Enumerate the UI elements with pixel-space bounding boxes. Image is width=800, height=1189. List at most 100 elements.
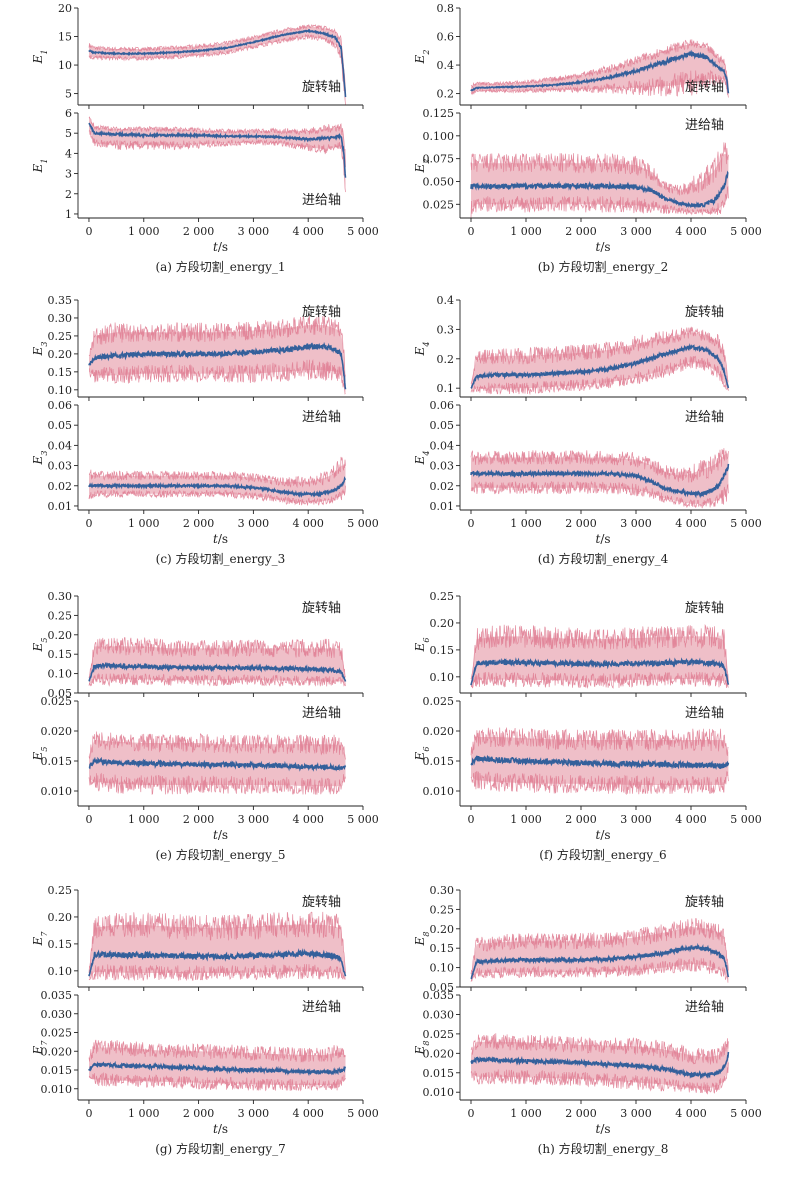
chart-caption: (e) 方段切割_energy_5 [155,847,285,862]
chart-b: 0.2 0.4 0.6 0.8 E2 旋转轴 0.025 0.050 0.075 0.100 0.1… [413,2,762,274]
mean-line-c-1 [88,476,347,498]
y-tick-label: 0.10 [48,384,73,397]
x-tick-label: 0 [468,517,475,530]
y-axis-label: E3 [31,342,49,357]
chart-d: 0.1 0.2 0.3 0.4 E4 旋转轴 0.01 0.02 0.03 0.04 0.05 0.0… [413,294,762,566]
range-band-h-1 [471,1041,729,1089]
y-axis-label: E8 [413,1041,431,1056]
y-axis-label: E2 [413,50,431,65]
y-axis-label: E4 [413,451,431,466]
y-tick-label: 0.10 [430,962,455,975]
x-tick-label: 4 000 [675,225,707,238]
mean-line-e-1 [88,756,347,772]
y-tick-label: 20 [58,2,72,15]
x-tick-label: 0 [85,225,92,238]
envelope-upper-c-0 [88,315,346,378]
y-tick-label: 0.05 [430,419,455,432]
y-tick-label: 2 [65,188,72,201]
y-tick-label: 0.15 [430,942,455,955]
y-tick-label: 3 [65,168,72,181]
range-band-b-0 [471,43,729,98]
mean-line-c-0 [88,341,347,390]
envelope-lower-d-1 [470,481,729,509]
x-axis-label: t/s [213,240,228,254]
x-tick-label: 5 000 [730,517,762,530]
envelope-lower-f-0 [470,671,729,689]
panel-annotation-rotary: 旋转轴 [685,601,724,616]
y-tick-label: 0.15 [430,644,455,657]
y-tick-label: 0.05 [48,419,73,432]
x-tick-label: 5 000 [347,1107,379,1120]
y-tick-label: 0.030 [423,1008,455,1021]
mean-line-e-0 [88,661,347,682]
envelope-upper-a-1 [88,116,346,168]
y-tick-label: 0.035 [423,989,455,1002]
envelope-upper-b-1 [470,142,729,196]
panel-annotation-feed: 进给轴 [302,193,341,208]
x-tick-label: 3 000 [620,813,652,826]
y-tick-label: 0.30 [48,312,73,325]
x-tick-label: 1 000 [128,813,160,826]
y-tick-label: 0.010 [41,785,73,798]
x-tick-label: 0 [468,813,475,826]
y-tick-label: 0.010 [423,1086,455,1099]
y-tick-label: 0.20 [430,923,455,936]
y-tick-label: 0.2 [437,353,455,366]
x-axis-label: t/s [213,532,228,546]
envelope-lower-a-1 [88,129,346,193]
y-axis-label: E4 [413,342,431,357]
y-axis-label: E7 [31,1040,49,1056]
panel-annotation-feed: 进给轴 [302,410,341,425]
chart-g: 0.10 0.15 0.20 0.25 E7 旋转轴 0.010 0.015 0.020 0.02… [31,884,379,1156]
panel-annotation-rotary: 旋转轴 [302,601,341,616]
envelope-lower-g-1 [88,1072,346,1092]
y-tick-label: 0.15 [48,366,73,379]
x-tick-label: 4 000 [675,1107,707,1120]
x-tick-label: 3 000 [620,517,652,530]
envelope-lower-h-0 [470,957,729,983]
envelope-upper-h-0 [470,918,729,975]
panel-annotation-feed: 进给轴 [685,1000,724,1015]
x-tick-label: 1 000 [510,225,542,238]
x-tick-label: 3 000 [620,1107,652,1120]
x-tick-label: 5 000 [730,225,762,238]
y-tick-label: 0.030 [41,1008,73,1021]
range-band-a-1 [89,117,346,190]
chart-c: 0.10 0.15 0.20 0.25 0.30 0.35 E3 旋转轴 0.01 0.02 0.0… [31,294,379,566]
x-tick-label: 0 [468,225,475,238]
x-axis-label: t/s [595,828,610,842]
x-tick-label: 2 000 [183,813,215,826]
mean-line-g-0 [88,948,347,977]
x-axis-label: t/s [595,532,610,546]
y-tick-label: 0.10 [48,668,73,681]
mean-line-f-1 [470,754,730,770]
panel-annotation-rotary: 旋转轴 [302,80,341,95]
y-tick-label: 0.25 [48,609,73,622]
y-tick-label: 0.01 [48,500,73,513]
y-tick-label: 0.05 [48,687,73,700]
x-axis-label: t/s [213,1122,228,1136]
y-tick-label: 0.025 [423,198,455,211]
x-axis-label: t/s [595,240,610,254]
y-tick-label: 10 [58,59,72,72]
y-tick-label: 0.4 [437,59,455,72]
y-tick-label: 0.04 [430,439,455,452]
x-tick-label: 0 [85,813,92,826]
x-tick-label: 0 [85,1107,92,1120]
x-tick-label: 3 000 [620,225,652,238]
y-tick-label: 0.30 [430,884,455,897]
x-tick-label: 2 000 [183,225,215,238]
x-tick-label: 4 000 [675,517,707,530]
y-tick-label: 0.020 [423,725,455,738]
range-band-h-0 [471,926,729,982]
envelope-lower-c-1 [88,485,346,506]
y-tick-label: 0.03 [430,460,455,473]
y-tick-label: 0.020 [41,1045,73,1058]
y-tick-label: 0.06 [48,399,73,412]
y-tick-label: 0.020 [41,725,73,738]
x-tick-label: 1 000 [128,517,160,530]
y-tick-label: 0.10 [430,671,455,684]
x-tick-label: 4 000 [675,813,707,826]
envelope-upper-d-0 [470,326,729,384]
